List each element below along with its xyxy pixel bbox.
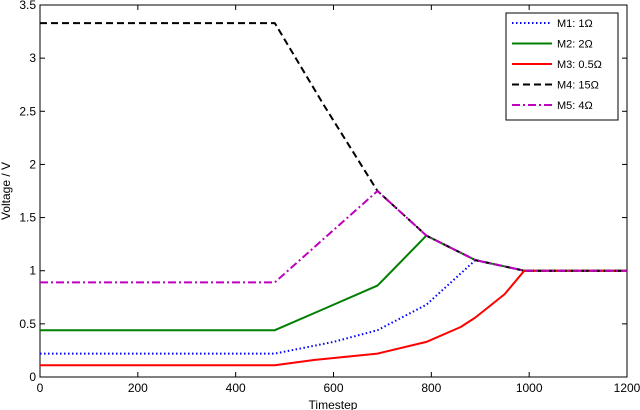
y-tick-label: 3 (29, 51, 36, 65)
legend-label-m4: M4: 15Ω (557, 80, 599, 92)
legend-label-m5: M5: 4Ω (557, 100, 593, 112)
x-tick-label: 600 (323, 381, 343, 395)
x-tick-label: 800 (421, 381, 441, 395)
legend-label-m2: M2: 2Ω (557, 39, 593, 51)
y-tick-label: 2 (29, 157, 36, 171)
y-tick-label: 3.5 (19, 0, 36, 12)
y-tick-label: 1 (29, 264, 36, 278)
y-tick-label: 1.5 (19, 211, 36, 225)
x-tick-label: 1200 (614, 381, 640, 395)
x-tick-label: 400 (226, 381, 246, 395)
legend: M1: 1Ω M2: 2Ω M3: 0.5Ω M4: 15Ω M5: 4Ω (505, 12, 619, 121)
y-axis-title: Voltage / V (0, 162, 13, 220)
series-line-m5 (40, 190, 627, 284)
x-axis-title: Timestep (309, 398, 358, 410)
series-line-m1 (40, 259, 627, 355)
x-tick-label: 1000 (516, 381, 543, 395)
axis-ticks: 0 200 400 600 800 1000 1200 0 0.5 1 1.5 2 2.5 3 3.5 (19, 0, 640, 395)
legend-label-m1: M1: 1Ω (557, 18, 593, 30)
legend-label-m3: M3: 0.5Ω (557, 59, 602, 71)
y-tick-label: 0 (29, 370, 36, 384)
y-tick-label: 2.5 (19, 104, 36, 118)
series-lines (40, 22, 627, 367)
y-tick-label: 0.5 (19, 317, 36, 331)
x-tick-label: 0 (37, 381, 44, 395)
x-tick-label: 200 (128, 381, 148, 395)
series-line-m3 (40, 269, 627, 367)
legend-box (505, 12, 619, 121)
